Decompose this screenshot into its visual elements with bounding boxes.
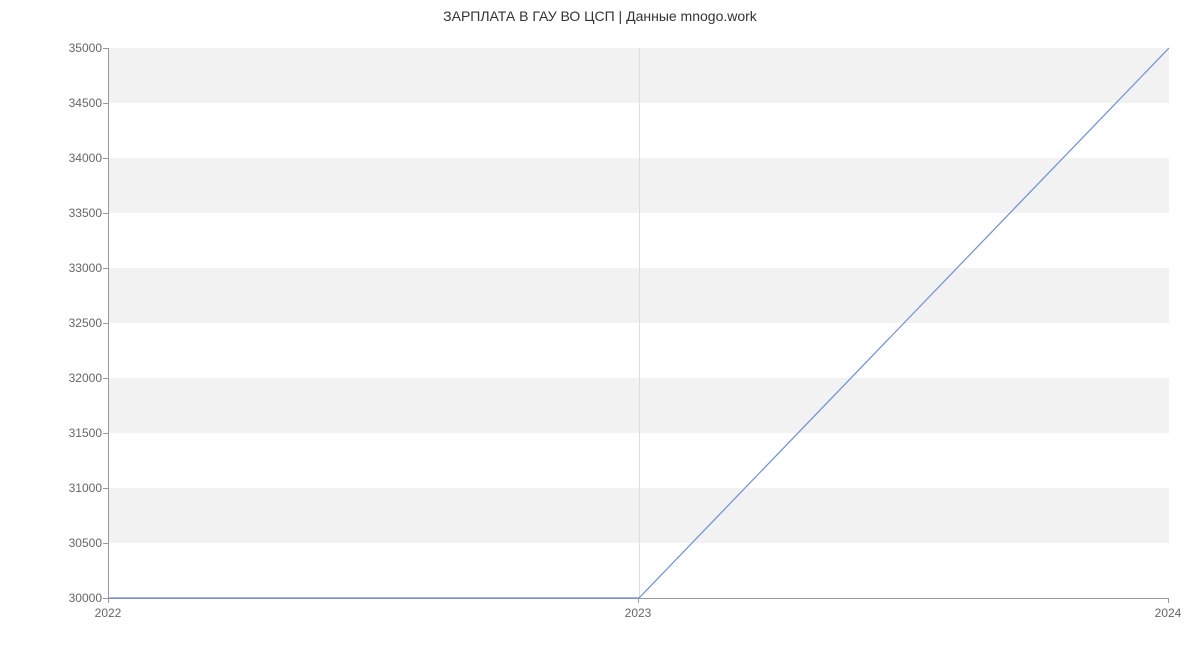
y-tick-mark — [103, 488, 108, 489]
y-tick-mark — [103, 103, 108, 104]
line-series-svg — [109, 48, 1169, 598]
series-line-salary — [109, 48, 1169, 598]
x-tick-mark — [108, 598, 109, 603]
x-tick-label: 2022 — [95, 606, 122, 620]
y-tick-label: 33500 — [42, 206, 102, 220]
y-tick-label: 31000 — [42, 481, 102, 495]
y-tick-label: 33000 — [42, 261, 102, 275]
plot-area — [108, 48, 1169, 599]
y-tick-mark — [103, 378, 108, 379]
y-tick-label: 31500 — [42, 426, 102, 440]
y-tick-mark — [103, 213, 108, 214]
x-tick-mark — [1168, 598, 1169, 603]
y-tick-label: 35000 — [42, 41, 102, 55]
y-tick-label: 34000 — [42, 151, 102, 165]
y-tick-mark — [103, 268, 108, 269]
y-tick-mark — [103, 158, 108, 159]
salary-line-chart: ЗАРПЛАТА В ГАУ ВО ЦСП | Данные mnogo.wor… — [0, 0, 1200, 650]
y-tick-label: 30000 — [42, 591, 102, 605]
x-tick-label: 2024 — [1155, 606, 1182, 620]
chart-title: ЗАРПЛАТА В ГАУ ВО ЦСП | Данные mnogo.wor… — [0, 8, 1200, 24]
y-tick-mark — [103, 48, 108, 49]
y-tick-mark — [103, 543, 108, 544]
y-tick-label: 34500 — [42, 96, 102, 110]
x-tick-label: 2023 — [625, 606, 652, 620]
y-tick-mark — [103, 323, 108, 324]
y-tick-mark — [103, 433, 108, 434]
y-tick-label: 32000 — [42, 371, 102, 385]
y-tick-label: 32500 — [42, 316, 102, 330]
x-tick-mark — [638, 598, 639, 603]
y-tick-label: 30500 — [42, 536, 102, 550]
